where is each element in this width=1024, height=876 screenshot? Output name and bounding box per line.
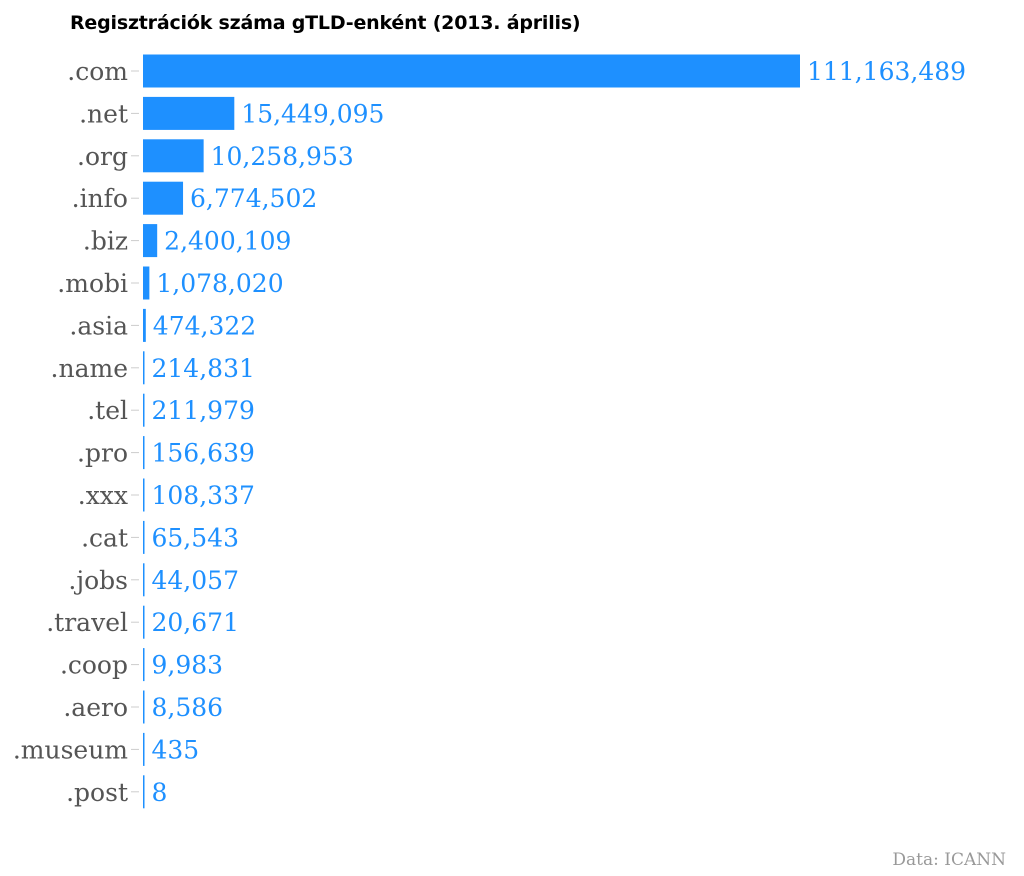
bar xyxy=(143,605,145,639)
value-label: 20,671 xyxy=(152,608,239,637)
bar-row: .aero 8,586 xyxy=(63,690,224,724)
bar-row: .cat 65,543 xyxy=(81,520,239,554)
bar xyxy=(143,96,235,130)
bar-row: .net 15,449,095 xyxy=(79,96,384,130)
value-label: 44,057 xyxy=(152,566,239,595)
bar-row: .jobs 44,057 xyxy=(68,563,239,597)
category-label: .aero xyxy=(63,693,128,722)
bar xyxy=(143,648,145,682)
value-label: 211,979 xyxy=(152,396,255,425)
value-label: 2,400,109 xyxy=(164,227,291,256)
category-label: .museum xyxy=(13,735,128,764)
bar xyxy=(143,308,146,342)
value-label: 474,322 xyxy=(153,311,256,340)
bar-row: .asia 474,322 xyxy=(69,308,256,342)
bar-row: .tel 211,979 xyxy=(87,393,255,427)
category-label: .net xyxy=(79,99,128,128)
bar xyxy=(143,139,204,173)
value-label: 8,586 xyxy=(152,693,224,722)
category-label: .asia xyxy=(69,311,128,340)
category-label: .pro xyxy=(77,439,128,468)
value-label: 1,078,020 xyxy=(156,269,283,298)
category-label: .cat xyxy=(81,523,128,552)
bar xyxy=(143,690,145,724)
category-label: .mobi xyxy=(57,269,128,298)
bar-row: .org 10,258,953 xyxy=(77,139,354,173)
source-note: Data: ICANN xyxy=(892,850,1006,870)
bar xyxy=(143,732,145,766)
bar xyxy=(143,775,145,809)
bar-chart: .com 111,163,489 .net 15,449,095 .org 10,258,… xyxy=(13,54,966,809)
bar-row: .post 8 xyxy=(66,775,168,809)
bar-row: .pro 156,639 xyxy=(77,436,255,470)
bar xyxy=(143,563,145,597)
bars-layer: .com 111,163,489 .net 15,449,095 .org 10,258,… xyxy=(13,54,966,809)
category-label: .biz xyxy=(83,227,128,256)
bar xyxy=(143,181,184,215)
value-label: 435 xyxy=(152,735,200,764)
value-label: 156,639 xyxy=(152,439,255,468)
bar-row: .mobi 1,078,020 xyxy=(57,266,284,300)
category-label: .com xyxy=(67,57,128,86)
bar xyxy=(143,478,145,512)
value-label: 8 xyxy=(152,778,168,807)
value-label: 65,543 xyxy=(152,523,239,552)
bar-row: .travel 20,671 xyxy=(46,605,239,639)
value-label: 15,449,095 xyxy=(241,99,384,128)
bar xyxy=(143,54,800,88)
category-label: .xxx xyxy=(78,481,128,510)
category-label: .info xyxy=(72,184,128,213)
value-label: 108,337 xyxy=(152,481,255,510)
value-label: 111,163,489 xyxy=(807,57,966,86)
bar-row: .com 111,163,489 xyxy=(67,54,966,88)
bar xyxy=(143,393,145,427)
value-label: 6,774,502 xyxy=(190,184,317,213)
chart-title: Regisztrációk száma gTLD-enként (2013. á… xyxy=(70,12,581,34)
category-label: .org xyxy=(77,142,128,171)
category-label: .travel xyxy=(46,608,128,637)
bar xyxy=(143,436,145,470)
category-label: .tel xyxy=(87,396,128,425)
bar-row: .xxx 108,337 xyxy=(78,478,255,512)
bar xyxy=(143,266,150,300)
bar-row: .museum 435 xyxy=(13,732,200,766)
category-label: .post xyxy=(66,778,128,807)
category-label: .name xyxy=(51,354,128,383)
category-label: .jobs xyxy=(68,566,128,595)
bar-row: .name 214,831 xyxy=(51,351,255,385)
bar xyxy=(143,224,158,258)
value-label: 9,983 xyxy=(152,651,224,680)
bar xyxy=(143,351,145,385)
category-label: .coop xyxy=(60,651,128,680)
bar-row: .info 6,774,502 xyxy=(72,181,317,215)
bar xyxy=(143,520,145,554)
bar-row: .coop 9,983 xyxy=(60,648,224,682)
value-label: 214,831 xyxy=(152,354,255,383)
value-label: 10,258,953 xyxy=(211,142,354,171)
bar-row: .biz 2,400,109 xyxy=(83,224,291,258)
